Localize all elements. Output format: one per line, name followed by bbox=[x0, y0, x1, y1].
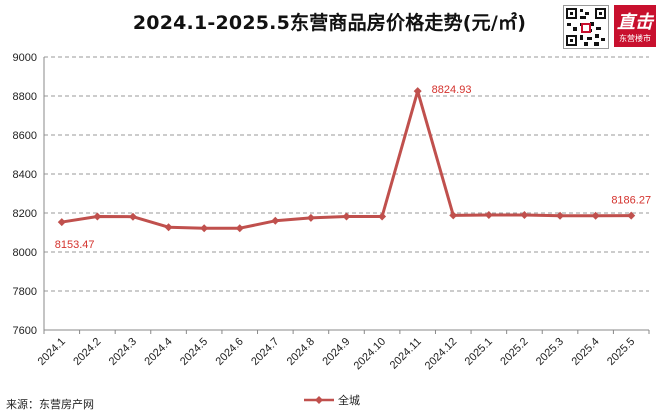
x-tick-label: 2025.3 bbox=[534, 336, 566, 368]
x-tick-label: 2024.7 bbox=[249, 336, 281, 368]
x-tick-label: 2024.12 bbox=[423, 336, 460, 373]
x-tick-label: 2024.11 bbox=[388, 336, 424, 372]
legend-label: 全城 bbox=[338, 394, 360, 407]
y-tick-label: 7600 bbox=[13, 325, 37, 337]
x-tick-label: 2024.6 bbox=[214, 336, 246, 368]
data-point bbox=[235, 224, 244, 233]
data-point bbox=[200, 224, 209, 233]
x-tick-label: 2024.9 bbox=[320, 336, 352, 368]
x-tick-label: 2025.4 bbox=[569, 336, 601, 368]
legend-line-marker-icon bbox=[304, 396, 334, 404]
x-tick-label: 2025.1 bbox=[463, 336, 495, 368]
y-tick-label: 8200 bbox=[13, 208, 37, 220]
y-tick-label: 8800 bbox=[13, 91, 37, 103]
data-point bbox=[57, 218, 66, 227]
data-point bbox=[306, 213, 315, 222]
x-tick-label: 2024.5 bbox=[178, 336, 210, 368]
y-tick-label: 7800 bbox=[13, 286, 37, 298]
data-point bbox=[93, 212, 102, 221]
y-tick-label: 8400 bbox=[13, 169, 37, 181]
logo-main-text: 直击 bbox=[617, 12, 653, 33]
data-point bbox=[591, 211, 600, 220]
y-tick-label: 8600 bbox=[13, 130, 37, 142]
x-tick-labels: 2024.1 2024.2 2024.3 2024.4 2024.5 2024.6 2024… bbox=[36, 336, 638, 373]
y-tick-labels: 7600 7800 8000 8200 8400 8600 8800 9000 bbox=[13, 52, 37, 337]
data-label: 8153.47 bbox=[55, 239, 95, 251]
legend: 全城 bbox=[304, 392, 360, 408]
data-labels: 8153.47 8824.93 8186.27 bbox=[55, 84, 651, 251]
axes bbox=[43, 57, 650, 334]
gridlines bbox=[44, 56, 649, 292]
y-tick-label: 9000 bbox=[13, 52, 37, 64]
x-tick-label: 2024.2 bbox=[71, 336, 103, 368]
data-point bbox=[627, 211, 636, 220]
brand-logo[interactable]: 直击 东营楼市 bbox=[614, 5, 656, 47]
x-tick-label: 2025.2 bbox=[498, 336, 530, 368]
series-quancheng bbox=[57, 87, 636, 233]
y-tick-label: 8000 bbox=[13, 247, 37, 259]
x-tick-label: 2024.3 bbox=[107, 336, 139, 368]
data-point bbox=[520, 210, 529, 219]
chart-title: 2024.1-2025.5东营商品房价格走势(元/㎡) bbox=[132, 12, 527, 34]
x-tick-label: 2025.5 bbox=[605, 336, 637, 368]
data-point bbox=[164, 223, 173, 232]
data-point bbox=[378, 212, 387, 221]
data-label: 8186.27 bbox=[611, 195, 651, 207]
data-point bbox=[449, 211, 458, 220]
data-point bbox=[342, 212, 351, 221]
data-point bbox=[484, 210, 493, 219]
x-tick-label: 2024.1 bbox=[36, 336, 68, 368]
x-tick-label: 2024.10 bbox=[352, 336, 389, 373]
x-tick-label: 2024.4 bbox=[142, 336, 174, 368]
data-point bbox=[556, 211, 565, 220]
qr-code-icon[interactable] bbox=[563, 5, 609, 49]
logo-sub-text: 东营楼市 bbox=[619, 34, 651, 43]
series-line bbox=[61, 89, 632, 230]
x-tick-label: 2024.8 bbox=[285, 336, 317, 368]
data-point bbox=[413, 87, 422, 96]
data-point bbox=[271, 216, 280, 225]
source-note: 来源：东营房产网 bbox=[6, 399, 94, 411]
data-point bbox=[128, 212, 137, 221]
data-label: 8824.93 bbox=[432, 84, 472, 96]
